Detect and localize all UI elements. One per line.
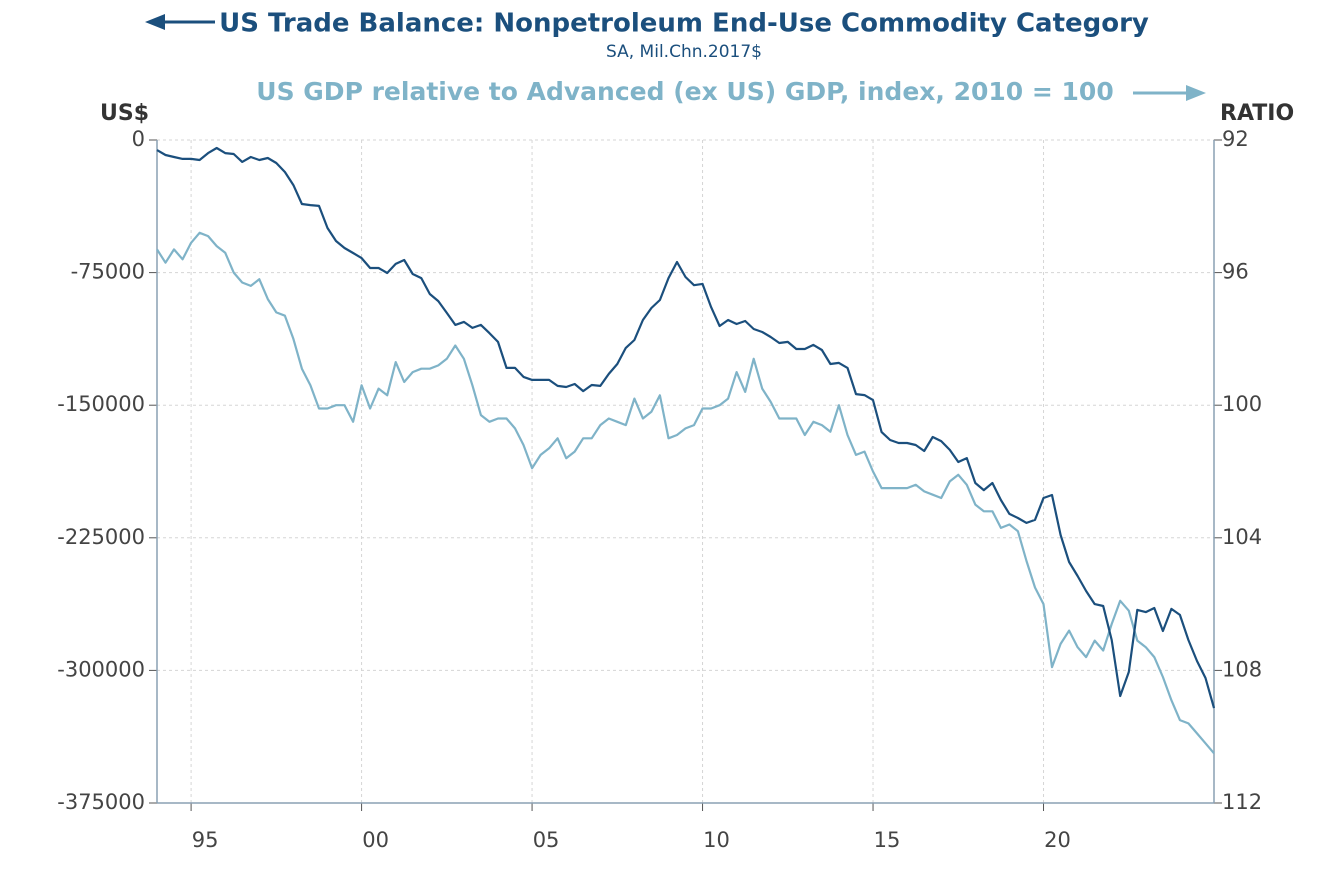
- y2-tick-label: 104: [1222, 525, 1262, 549]
- chart-title: US Trade Balance: Nonpetroleum End-Use C…: [219, 9, 1149, 39]
- y2-tick-label: 92: [1222, 127, 1249, 151]
- series-line: [156, 146, 1216, 709]
- series-line: [156, 231, 1215, 755]
- y-tick-label: -75000: [71, 260, 145, 284]
- y-tick-label: -150000: [57, 392, 145, 416]
- x-tick-label: 10: [703, 828, 730, 852]
- y2-tick-label: 108: [1222, 657, 1262, 681]
- x-tick-label: 15: [874, 828, 901, 852]
- y2-tick-label: 112: [1222, 790, 1262, 814]
- y-tick-label: 0: [132, 127, 145, 151]
- chart-title-2: US GDP relative to Advanced (ex US) GDP,…: [256, 77, 1113, 106]
- y-tick-label: -375000: [57, 790, 145, 814]
- y-tick-label: -225000: [57, 525, 145, 549]
- y-axis-label: US$: [100, 101, 149, 126]
- arrow-left-head: [145, 14, 165, 30]
- arrow-right-head: [1186, 85, 1206, 101]
- y-tick-label: -300000: [57, 657, 145, 681]
- y2-tick-label: 96: [1222, 260, 1249, 284]
- x-tick-label: 00: [362, 828, 389, 852]
- x-tick-label: 20: [1044, 828, 1071, 852]
- x-tick-label: 95: [192, 828, 219, 852]
- x-tick-label: 05: [533, 828, 560, 852]
- y2-axis-label: RATIO: [1220, 101, 1294, 126]
- y2-tick-label: 100: [1222, 392, 1262, 416]
- chart-subtitle: SA, Mil.Chn.2017$: [606, 42, 762, 62]
